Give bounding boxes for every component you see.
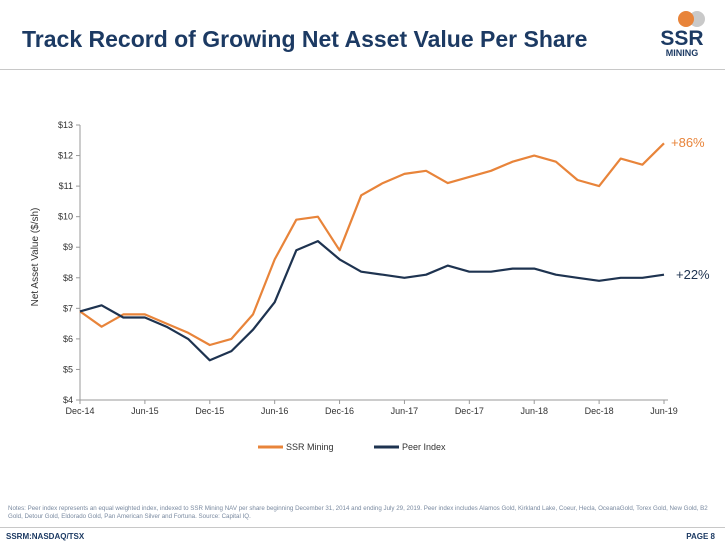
x-tick-label: Jun-19 (650, 406, 678, 416)
x-tick-label: Jun-18 (520, 406, 548, 416)
x-tick-label: Dec-17 (455, 406, 484, 416)
logo-text: SSR (660, 27, 704, 50)
logo-subtext: MINING (665, 48, 699, 58)
y-tick-label: $9 (63, 242, 73, 252)
y-tick-label: $5 (63, 364, 73, 374)
y-tick-label: $13 (58, 120, 73, 130)
footnote: Notes: Peer index represents an equal we… (8, 505, 708, 520)
ssr-mining-line (79, 142, 665, 347)
y-tick-label: $6 (63, 334, 73, 344)
x-tick-label: Jun-16 (261, 406, 289, 416)
title-divider (0, 69, 725, 70)
x-tick-label: Dec-18 (585, 406, 614, 416)
peer-index-line (79, 240, 665, 362)
x-tick-label: Dec-15 (195, 406, 224, 416)
y-tick-label: $7 (63, 303, 73, 313)
legend-label-peer-index: Peer Index (402, 442, 446, 452)
x-axis: Dec-14 Jun-15 Dec-15 Jun-16 Dec-16 Jun-17 Dec-… (65, 399, 678, 416)
y-axis-label: Net Asset Value ($/sh) (30, 208, 41, 307)
x-tick-label: Jun-17 (391, 406, 419, 416)
ticker-label: SSRM:NASDAQ/TSX (6, 532, 85, 541)
logo-circles-icon (678, 11, 705, 27)
ssr-mining-logo: SSR MINING (653, 10, 715, 62)
y-tick-label: $8 (63, 273, 73, 283)
x-tick-label: Dec-16 (325, 406, 354, 416)
legend: SSR Mining Peer Index (258, 442, 446, 452)
x-tick-label: Dec-14 (65, 406, 94, 416)
footer-divider (0, 527, 725, 528)
page-title: Track Record of Growing Net Asset Value … (22, 26, 588, 52)
peer-index-end-label: +22% (676, 267, 710, 282)
y-axis: $4 $5 $6 $7 $8 $9 $10 $11 $12 $13 (58, 120, 81, 405)
page-number: PAGE 8 (686, 532, 715, 541)
legend-label-ssr-mining: SSR Mining (286, 442, 334, 452)
ssr-mining-end-label: +86% (671, 135, 705, 150)
y-tick-label: $10 (58, 212, 73, 222)
x-tick-label: Jun-15 (131, 406, 159, 416)
y-tick-label: $4 (63, 395, 73, 405)
y-tick-label: $11 (59, 181, 73, 191)
nav-line-chart: $4$5$6$7$8$9$10$11$12$13 Dec-14 Jun-15 Dec… (30, 120, 710, 452)
y-tick-label: $12 (58, 151, 73, 161)
series-lines (79, 142, 665, 362)
